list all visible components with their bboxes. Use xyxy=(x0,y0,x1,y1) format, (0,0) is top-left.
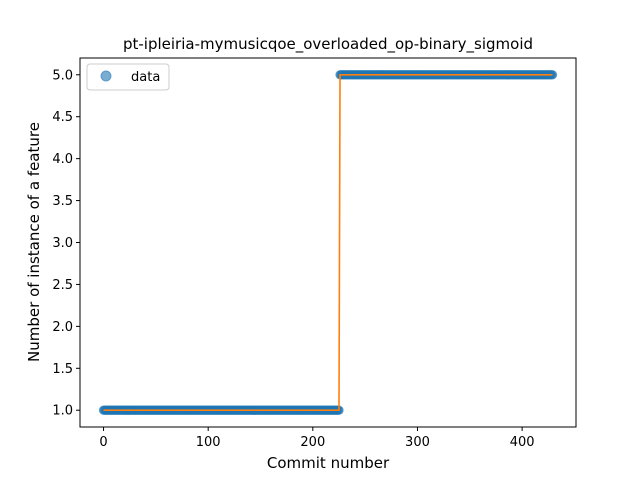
y-tick-label: 2.0 xyxy=(52,320,73,335)
y-tick-label: 4.5 xyxy=(52,110,73,125)
x-tick-label: 100 xyxy=(196,435,221,450)
legend: data xyxy=(86,63,170,91)
x-tick-label: 300 xyxy=(405,435,430,450)
chart-title: pt-ipleiria-mymusicqoe_overloaded_op-bin… xyxy=(123,35,533,54)
x-axis-ticks: 0 100 200 300 400 xyxy=(99,427,535,450)
fit-line xyxy=(103,73,553,412)
y-tick-label: 2.5 xyxy=(52,278,73,293)
plot-content xyxy=(98,70,558,415)
x-tick-label: 0 xyxy=(99,435,107,450)
y-axis-ticks: 1.0 1.5 2.0 2.5 3.0 3.5 4.0 4.5 5.0 xyxy=(52,68,80,419)
y-tick-label: 1.5 xyxy=(52,362,73,377)
y-tick-label: 3.5 xyxy=(52,194,73,209)
y-tick-label: 4.0 xyxy=(52,152,73,167)
x-axis-label: Commit number xyxy=(267,454,390,472)
legend-marker-data xyxy=(100,70,112,82)
y-tick-label: 5.0 xyxy=(52,68,73,83)
x-tick-label: 200 xyxy=(300,435,325,450)
legend-box xyxy=(86,63,170,91)
y-axis-label: Number of instance of a feature xyxy=(25,122,43,362)
y-tick-label: 1.0 xyxy=(52,404,73,419)
y-tick-label: 3.0 xyxy=(52,236,73,251)
legend-label-data: data xyxy=(131,70,160,85)
x-tick-label: 400 xyxy=(510,435,535,450)
